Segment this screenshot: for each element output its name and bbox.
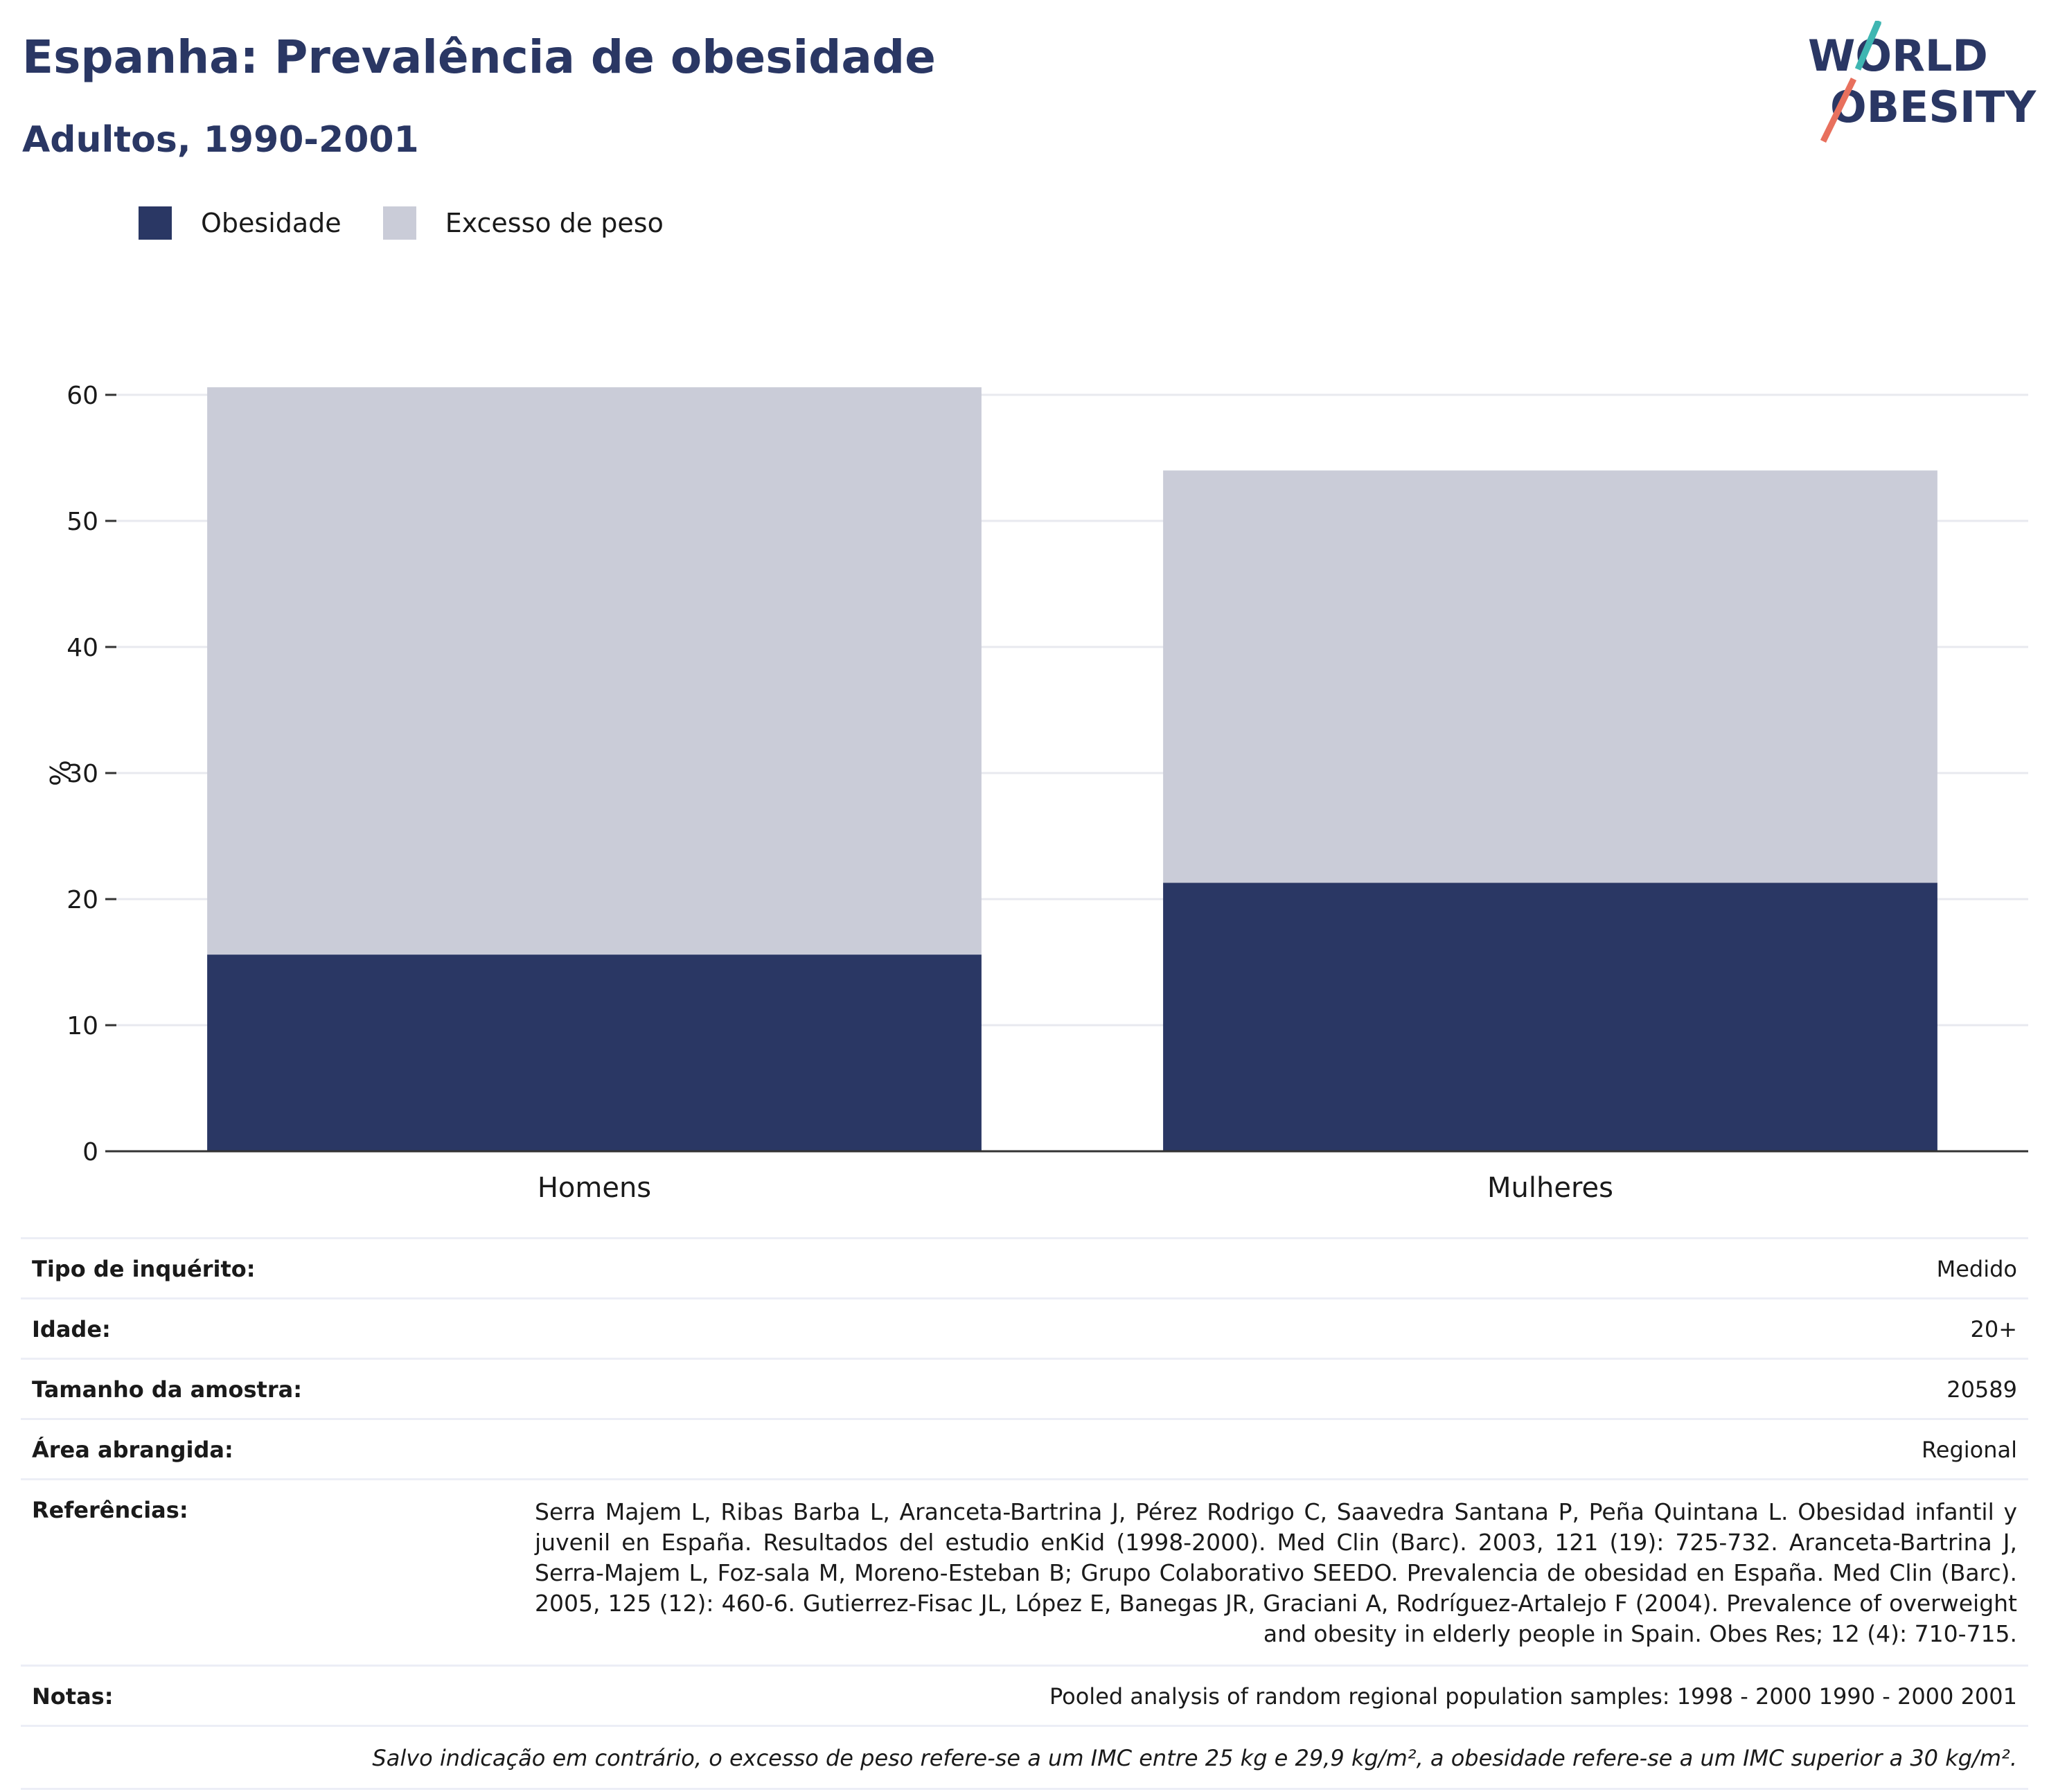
y-tick-label: 0 bbox=[82, 1138, 98, 1166]
footnote: Salvo indicação em contrário, o excesso … bbox=[21, 1725, 2028, 1790]
logo-text-obesity: OBESITY bbox=[1830, 82, 2037, 132]
sample-size-label: Tamanho da amostra: bbox=[32, 1376, 302, 1403]
age-label: Idade: bbox=[32, 1316, 111, 1342]
y-tick-label: 30 bbox=[66, 760, 98, 788]
legend-item-obesity: Obesidade bbox=[139, 206, 342, 240]
logo-slash-coral bbox=[1820, 78, 1857, 143]
world-obesity-logo: WORLD OBESITY bbox=[1808, 21, 2037, 143]
page-title: Espanha: Prevalência de obesidade bbox=[22, 30, 936, 84]
page-subtitle: Adultos, 1990-2001 bbox=[22, 119, 419, 161]
stacked-bar-chart: 0 10 20 30 40 50 60% Homens Mulheres bbox=[43, 382, 2028, 1204]
y-tick-label: 40 bbox=[66, 634, 98, 662]
x-category-label: Mulheres bbox=[1487, 1172, 1613, 1204]
references-value: Serra Majem L, Ribas Barba L, Aranceta-B… bbox=[535, 1498, 2017, 1647]
notes-label: Notas: bbox=[32, 1683, 114, 1710]
legend-item-overweight: Excesso de peso bbox=[382, 206, 664, 240]
legend-label-overweight: Excesso de peso bbox=[445, 208, 664, 238]
bar-obesity bbox=[207, 955, 982, 1151]
y-tick-label: 50 bbox=[66, 508, 98, 536]
bar-overweight bbox=[207, 387, 982, 955]
logo-slash-teal-segment bbox=[1856, 21, 1882, 68]
y-axis-title: % bbox=[43, 760, 75, 786]
area-value: Regional bbox=[1921, 1437, 2017, 1463]
metadata-table: Tipo de inquérito: Medido Idade: 20+ Tam… bbox=[21, 1237, 2028, 1790]
logo-text-world: WORLD bbox=[1808, 30, 1988, 81]
legend-swatch-obesity bbox=[139, 206, 172, 240]
survey-type-value: Medido bbox=[1936, 1256, 2017, 1282]
y-tick-label: 60 bbox=[66, 382, 98, 410]
area-label: Área abrangida: bbox=[32, 1437, 233, 1463]
meta-row-references: Referências: Serra Majem L, Ribas Barba … bbox=[21, 1478, 2028, 1665]
meta-row-age: Idade: 20+ bbox=[21, 1297, 2028, 1358]
meta-row-notes: Notas: Pooled analysis of random regiona… bbox=[21, 1665, 2028, 1725]
age-value: 20+ bbox=[1970, 1316, 2017, 1342]
notes-value: Pooled analysis of random regional popul… bbox=[1049, 1683, 2017, 1710]
meta-row-survey-type: Tipo de inquérito: Medido bbox=[21, 1237, 2028, 1297]
sample-size-value: 20589 bbox=[1946, 1376, 2017, 1403]
chart-legend: Obesidade Excesso de peso bbox=[139, 206, 705, 240]
references-label: Referências: bbox=[32, 1497, 188, 1523]
bar-obesity bbox=[1163, 882, 1937, 1151]
y-tick-label: 20 bbox=[66, 886, 98, 914]
survey-type-label: Tipo de inquérito: bbox=[32, 1256, 256, 1282]
x-category-label: Homens bbox=[538, 1172, 651, 1204]
bar-overweight bbox=[1163, 470, 1937, 883]
meta-row-sample-size: Tamanho da amostra: 20589 bbox=[21, 1358, 2028, 1418]
legend-label-obesity: Obesidade bbox=[201, 208, 342, 238]
y-tick-label: 10 bbox=[66, 1012, 98, 1040]
legend-swatch-overweight bbox=[382, 206, 416, 240]
meta-row-area: Área abrangida: Regional bbox=[21, 1418, 2028, 1478]
